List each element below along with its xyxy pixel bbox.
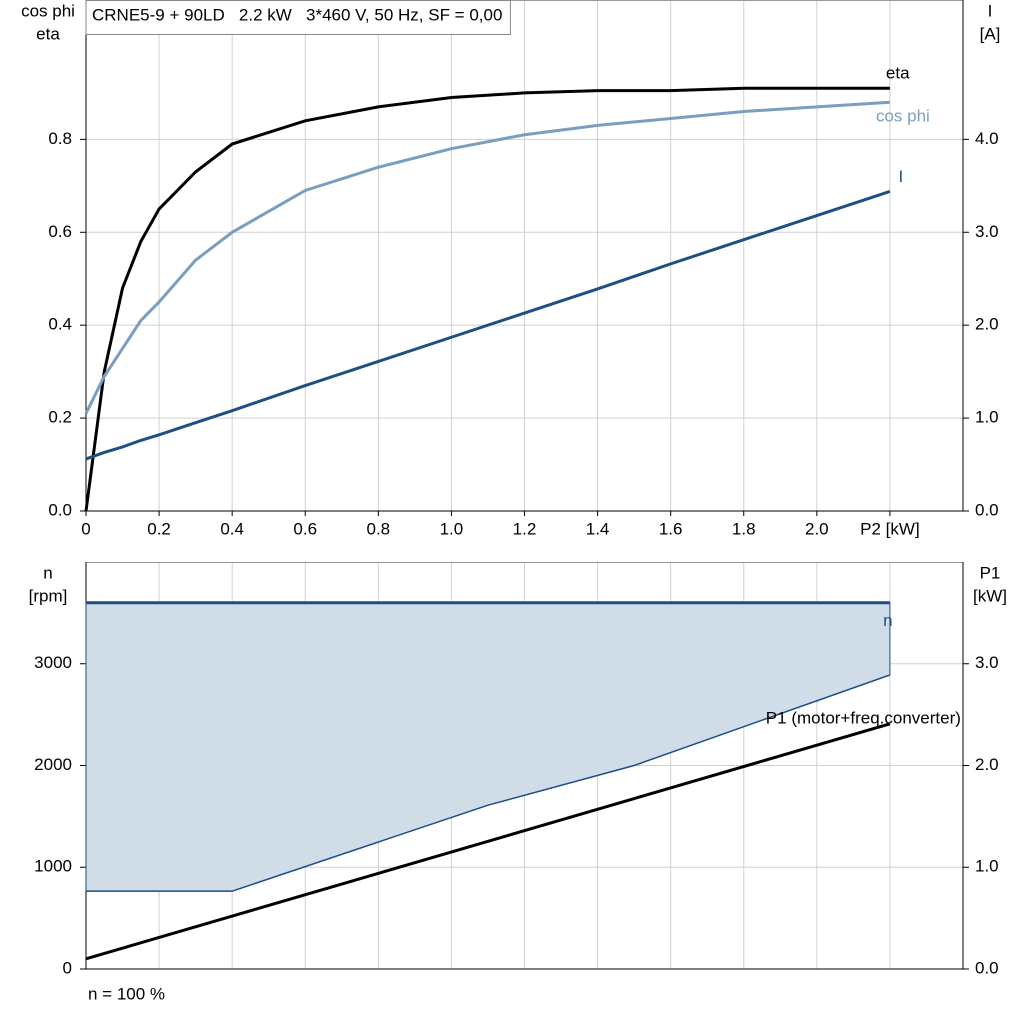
- y2-tick-label: 1.0: [975, 857, 999, 876]
- y2-tick-label: 2.0: [975, 315, 999, 334]
- title-box: [85, 0, 511, 35]
- y2-tick-label: 2.0: [975, 755, 999, 774]
- y2-tick-label: 1.0: [975, 408, 999, 427]
- y-tick-label: 0.2: [48, 408, 72, 427]
- y2-axis-title: [A]: [980, 24, 1001, 43]
- series-label: n: [883, 611, 892, 630]
- y2-axis-title: I: [988, 1, 993, 20]
- x-tick-label: 1.6: [659, 519, 683, 538]
- x-tick-label: P2 [kW]: [860, 519, 920, 538]
- y2-tick-label: 3.0: [975, 222, 999, 241]
- y-axis-title: eta: [36, 24, 60, 43]
- range-lower-line: [86, 674, 891, 892]
- x-tick-label: 0.4: [220, 519, 244, 538]
- x-tick-label: 0: [81, 519, 90, 538]
- y2-axis-title: P1: [980, 563, 1001, 582]
- series-line: [84, 100, 891, 415]
- x-tick-label: 0.6: [293, 519, 317, 538]
- annotation: n = 100 %: [88, 984, 165, 1003]
- y2-tick-label: 0.0: [975, 958, 999, 977]
- y-tick-label: 3000: [34, 653, 72, 672]
- x-tick-label: 1.8: [732, 519, 756, 538]
- series-label: cos phi: [876, 107, 930, 126]
- x-tick-label: 1.0: [440, 519, 464, 538]
- x-tick-label: 0.8: [367, 519, 391, 538]
- y-axis-title: n: [43, 563, 52, 582]
- x-tick-label: 1.2: [513, 519, 537, 538]
- x-tick-label: 1.4: [586, 519, 610, 538]
- y2-tick-label: 3.0: [975, 653, 999, 672]
- y-tick-label: 0.8: [48, 129, 72, 148]
- x-tick-label: 0.2: [147, 519, 171, 538]
- y2-axis-title: [kW]: [973, 586, 1007, 605]
- series-line: [85, 722, 891, 961]
- y-tick-label: 0.4: [48, 315, 72, 334]
- y-tick-label: 0: [63, 958, 72, 977]
- y-tick-label: 0.0: [48, 500, 72, 519]
- chart-title: CRNE5-9 + 90LD 2.2 kW 3*460 V, 50 Hz, SF…: [92, 5, 502, 24]
- y2-tick-label: 0.0: [975, 500, 999, 519]
- y2-tick-label: 4.0: [975, 129, 999, 148]
- y-tick-label: 1000: [34, 857, 72, 876]
- x-tick-label: 2.0: [805, 519, 829, 538]
- series-line: [84, 86, 890, 512]
- y-axis-title: cos phi: [21, 1, 75, 20]
- series-label: P1 (motor+freq.converter): [766, 708, 961, 727]
- y-tick-label: 0.6: [48, 222, 72, 241]
- y-axis-title: [rpm]: [29, 586, 68, 605]
- series-label: I: [899, 167, 904, 186]
- series-line: [85, 189, 891, 461]
- y-tick-label: 2000: [34, 755, 72, 774]
- series-label: eta: [886, 64, 910, 83]
